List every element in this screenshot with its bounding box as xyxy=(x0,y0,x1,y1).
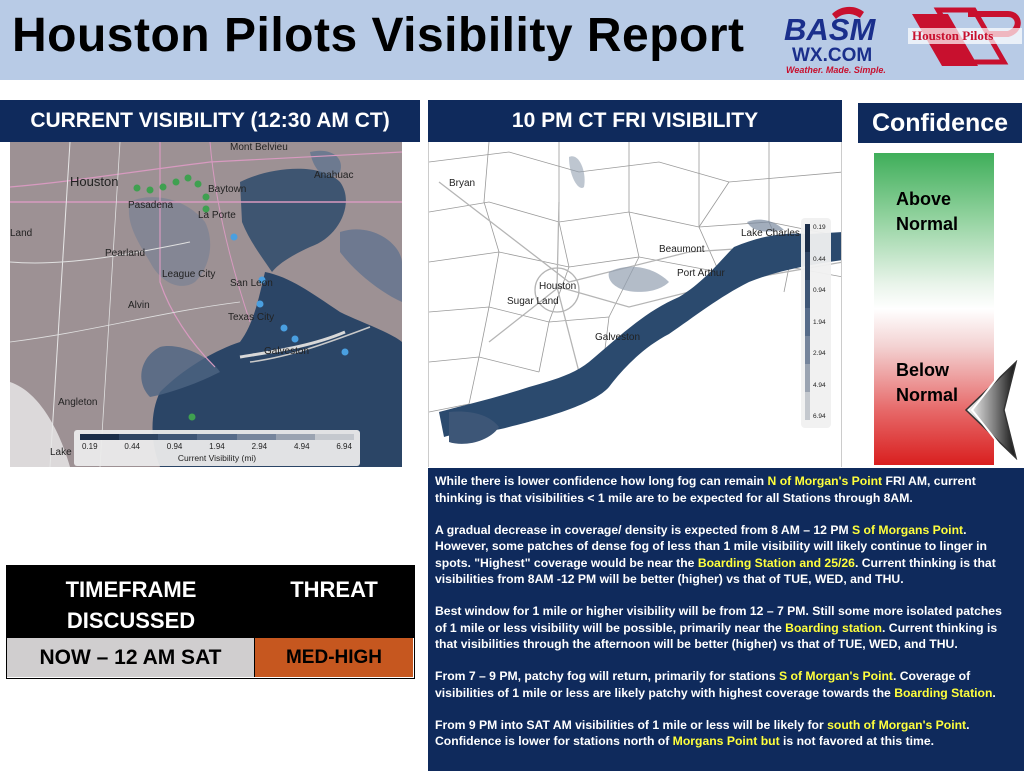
place-label: Land xyxy=(10,228,33,239)
place-label: Galveston xyxy=(264,346,310,357)
place-label: Angleton xyxy=(58,397,98,408)
timeframe-header: TIMEFRAME DISCUSSED xyxy=(65,577,197,633)
place-label: Texas City xyxy=(228,312,275,323)
forecast-visibility-map-graphic xyxy=(429,142,841,444)
threat-header: THREAT xyxy=(290,577,378,602)
basm-logo-tagline: Weather. Made. Simple. xyxy=(786,65,886,75)
legend-value: 4.94 xyxy=(293,442,310,451)
houston-pilots-logo: Houston Pilots xyxy=(908,7,1022,66)
legend-title: Current Visibility (mi) xyxy=(177,453,257,463)
place-label: League City xyxy=(162,269,216,280)
confidence-scale: Above Normal Below Normal xyxy=(874,153,994,465)
legend-value: 0.19 xyxy=(813,224,826,231)
page-title: Houston Pilots Visibility Report xyxy=(12,9,745,62)
place-label: Beaumont xyxy=(659,244,705,255)
confidence-above-label: Above Normal xyxy=(896,189,959,234)
threat-table-header: TIMEFRAME DISCUSSED THREAT xyxy=(7,566,414,638)
place-label: Pearland xyxy=(105,248,146,259)
discussion-paragraph: From 7 – 9 PM, patchy fog will return, p… xyxy=(435,669,996,700)
threat-level-value: MED-HIGH xyxy=(255,638,413,677)
place-label: Houston xyxy=(70,174,119,189)
legend-value: 2.94 xyxy=(813,350,826,357)
legend-value: 0.94 xyxy=(166,442,183,451)
forecast-visibility-map: Bryan Lake Charles Beaumont Port Arthur … xyxy=(428,142,842,467)
place-label: Mont Belvieu xyxy=(230,142,288,153)
forecast-visibility-title: 10 PM CT FRI VISIBILITY xyxy=(428,100,842,142)
legend-value: 0.44 xyxy=(124,442,140,451)
current-visibility-map: Mont Belvieu Houston Baytown Anahuac Pas… xyxy=(10,142,402,467)
legend-value: 0.44 xyxy=(813,255,826,263)
confidence-pointer-icon xyxy=(964,360,1018,460)
place-label: Lake Charles xyxy=(741,228,800,239)
basm-logo: BASM WX.COM Weather. Made. Simple. xyxy=(784,6,886,75)
forecast-discussion: While there is lower confidence how long… xyxy=(428,468,1024,771)
place-label: Anahuac xyxy=(314,170,354,181)
timeframe-value: NOW – 12 AM SAT xyxy=(7,638,255,677)
place-label: Port Arthur xyxy=(677,268,725,279)
place-label: Pasadena xyxy=(128,200,174,211)
discussion-paragraph: Best window for 1 mile or higher visibil… xyxy=(435,604,1002,651)
discussion-paragraph: From 9 PM into SAT AM visibilities of 1 … xyxy=(435,717,970,749)
place-label: Sugar Land xyxy=(507,296,559,307)
houston-pilots-logo-text: Houston Pilots xyxy=(912,28,993,43)
legend-value: 1.94 xyxy=(813,318,826,326)
discussion-paragraph: A gradual decrease in coverage/ density … xyxy=(435,522,996,587)
legend-value: 0.94 xyxy=(813,287,826,294)
place-label: La Porte xyxy=(198,210,236,221)
confidence-title: Confidence xyxy=(858,103,1022,143)
legend-value: 4.94 xyxy=(813,381,826,389)
legend-value: 0.19 xyxy=(82,442,98,451)
threat-table: TIMEFRAME DISCUSSED THREAT NOW – 12 AM S… xyxy=(6,565,415,679)
legend-value: 6.94 xyxy=(336,442,352,451)
place-label: Baytown xyxy=(208,184,247,195)
current-visibility-map-graphic xyxy=(10,142,402,467)
place-label: Galveston xyxy=(595,332,641,343)
place-label: Houston xyxy=(539,281,577,292)
current-visibility-title: CURRENT VISIBILITY (12:30 AM CT) xyxy=(0,100,420,142)
header-banner: Houston Pilots Visibility Report BASM WX… xyxy=(0,0,1024,80)
legend-value: 1.94 xyxy=(209,442,225,451)
basm-logo-line2: WX.COM xyxy=(792,45,872,66)
place-label: Alvin xyxy=(128,300,150,311)
basm-logo-line1: BASM xyxy=(784,12,876,47)
discussion-paragraph: While there is lower confidence how long… xyxy=(435,474,976,505)
place-label: San Leon xyxy=(230,278,273,289)
place-label: Lake xyxy=(50,447,72,458)
place-label: Bryan xyxy=(449,178,476,189)
forecast-visibility-legend: 0.19 0.44 0.94 1.94 2.94 4.94 6.94 xyxy=(801,218,831,428)
legend-value: 2.94 xyxy=(251,442,268,451)
confidence-below-label: Below Normal xyxy=(896,360,959,405)
legend-value: 6.94 xyxy=(813,413,826,420)
current-visibility-legend: 0.19 0.44 0.94 1.94 2.94 4.94 6.94 Curre… xyxy=(74,430,360,466)
